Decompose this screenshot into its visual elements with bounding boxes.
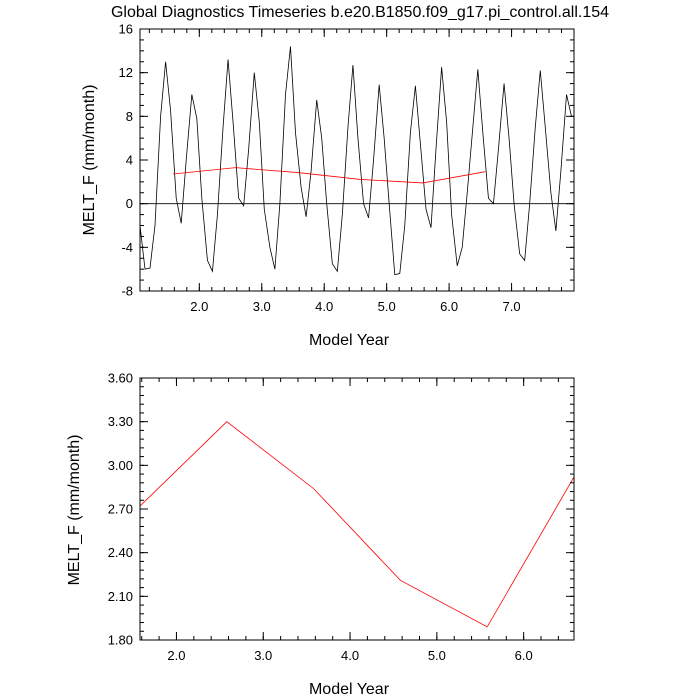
y-tick-label: 0 — [126, 196, 133, 211]
y-tick-label: 3.00 — [108, 458, 133, 473]
y-tick-label: -4 — [121, 240, 133, 255]
y-tick-label: 8 — [126, 109, 133, 124]
y-tick-label: 3.60 — [108, 371, 133, 386]
series-annual-mean-line — [173, 167, 486, 184]
y-tick-label: 2.10 — [108, 589, 133, 604]
x-tick-label: 3.0 — [254, 648, 272, 663]
x-tick-label: 3.0 — [253, 299, 271, 314]
top-panel: Model Year MELT_F (mm/month) 2.0 3.0 4.0 5.… — [81, 22, 575, 349]
top-ylabel: MELT_F (mm/month) — [81, 85, 98, 236]
series-annual-mean-line — [140, 421, 574, 628]
y-tick-label: 1.80 — [108, 633, 133, 648]
plot-frame — [139, 28, 575, 292]
x-tick-label: 2.0 — [190, 299, 208, 314]
x-tick-label: 6.0 — [440, 299, 458, 314]
x-tick-label: 6.0 — [515, 648, 533, 663]
y-tick-label: 16 — [119, 22, 133, 37]
x-tick-label: 5.0 — [428, 648, 446, 663]
x-tick-label: 4.0 — [315, 299, 333, 314]
top-xlabel: Model Year — [309, 332, 390, 349]
series-monthly-line — [140, 46, 572, 276]
bottom-xlabel: Model Year — [309, 681, 390, 698]
chart-title: Global Diagnostics Timeseries b.e20.B185… — [111, 4, 609, 21]
x-tick-label: 7.0 — [503, 299, 521, 314]
y-tick-label: 4 — [126, 153, 133, 168]
bottom-ylabel: MELT_F (mm/month) — [66, 435, 83, 586]
y-tick-label: -8 — [121, 284, 133, 299]
bottom-panel: Model Year MELT_F (mm/month) 2.0 3.0 4.0 5.… — [66, 371, 575, 698]
y-tick-label: 2.40 — [108, 545, 133, 560]
x-tick-label: 2.0 — [167, 648, 185, 663]
x-tick-label: 4.0 — [341, 648, 359, 663]
plot-frame — [139, 377, 575, 641]
y-tick-label: 3.30 — [108, 414, 133, 429]
y-tick-label: 12 — [119, 65, 133, 80]
x-tick-label: 5.0 — [378, 299, 396, 314]
y-tick-label: 2.70 — [108, 502, 133, 517]
